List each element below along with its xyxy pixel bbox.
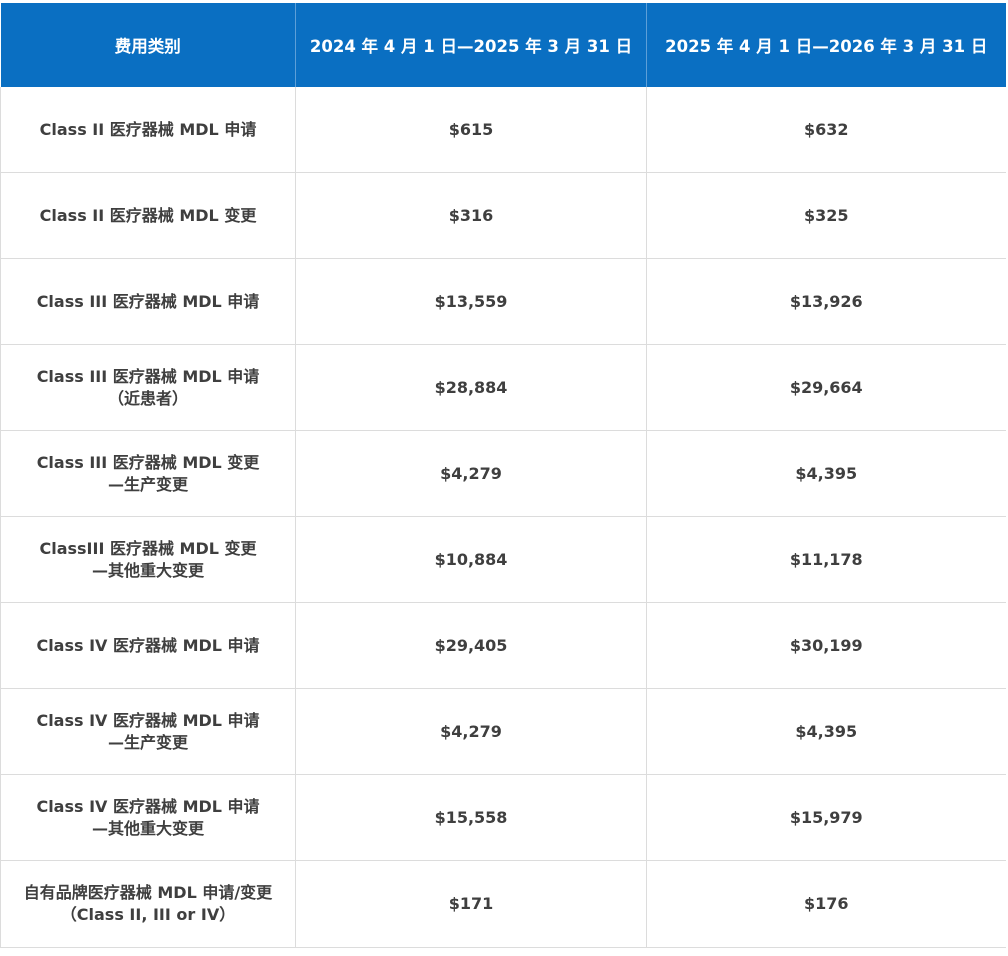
fee-2025-2026-cell: $11,178 <box>646 516 1006 603</box>
fee-category-line: Class II 医疗器械 MDL 变更 <box>39 205 257 225</box>
fee-2024-2025-cell: $15,558 <box>295 774 647 861</box>
table-row: Class III 医疗器械 MDL 变更 —生产变更 $4,279 $4,395 <box>0 430 1006 517</box>
table-row: Class II 医疗器械 MDL 申请 $615 $632 <box>0 87 1006 173</box>
fee-category-cell: Class IV 医疗器械 MDL 申请 <box>0 602 296 689</box>
fee-table: 费用类别 2024 年 4 月 1 日—2025 年 3 月 31 日 2025… <box>0 3 1006 948</box>
fee-category-line: Class II 医疗器械 MDL 申请 <box>39 119 257 139</box>
fee-category-line: Class IV 医疗器械 MDL 申请 <box>36 635 260 655</box>
table-row: ClassIII 医疗器械 MDL 变更 —其他重大变更 $10,884 $11,17… <box>0 516 1006 603</box>
fee-category-cell: Class III 医疗器械 MDL 申请 <box>0 258 296 345</box>
fee-2025-2026-cell: $30,199 <box>646 602 1006 689</box>
fee-category-cell: Class IV 医疗器械 MDL 申请 —其他重大变更 <box>0 774 296 861</box>
fee-category-cell: ClassIII 医疗器械 MDL 变更 —其他重大变更 <box>0 516 296 603</box>
fee-2025-2026-cell: $176 <box>646 860 1006 948</box>
table-row: 自有品牌医疗器械 MDL 申请/变更 （Class II, III or IV） $… <box>0 860 1006 948</box>
fee-category-line: （Class II, III or IV） <box>60 905 236 924</box>
header-period-2025-2026: 2025 年 4 月 1 日—2026 年 3 月 31 日 <box>646 3 1006 87</box>
fee-2024-2025-cell: $28,884 <box>295 344 647 431</box>
fee-2025-2026-cell: $632 <box>646 87 1006 173</box>
fee-2025-2026-cell: $13,926 <box>646 258 1006 345</box>
fee-2025-2026-cell: $325 <box>646 172 1006 259</box>
fee-category-line: Class IV 医疗器械 MDL 申请 <box>36 710 260 730</box>
fee-category-line: （近患者） <box>107 388 188 408</box>
fee-category-line: 自有品牌医疗器械 MDL 申请/变更 <box>23 883 273 902</box>
table-row: Class II 医疗器械 MDL 变更 $316 $325 <box>0 172 1006 259</box>
table-row: Class III 医疗器械 MDL 申请 $13,559 $13,926 <box>0 258 1006 345</box>
fee-2025-2026-cell: $4,395 <box>646 688 1006 775</box>
table-row: Class IV 医疗器械 MDL 申请 —其他重大变更 $15,558 $15,97… <box>0 774 1006 861</box>
fee-2024-2025-cell: $13,559 <box>295 258 647 345</box>
fee-category-line: Class III 医疗器械 MDL 申请 <box>36 366 260 386</box>
fee-category-line: Class IV 医疗器械 MDL 申请 <box>36 796 260 816</box>
fee-2024-2025-cell: $29,405 <box>295 602 647 689</box>
fee-category-line: ClassIII 医疗器械 MDL 变更 <box>39 538 257 558</box>
table-body: Class II 医疗器械 MDL 申请 $615 $632 Class II 医疗器… <box>0 87 1006 948</box>
fee-category-line: Class III 医疗器械 MDL 变更 <box>36 452 260 472</box>
fee-category-cell: Class III 医疗器械 MDL 变更 —生产变更 <box>0 430 296 517</box>
fee-category-line: —其他重大变更 <box>91 560 204 580</box>
fee-2024-2025-cell: $10,884 <box>295 516 647 603</box>
fee-2024-2025-cell: $316 <box>295 172 647 259</box>
fee-category-cell: Class II 医疗器械 MDL 申请 <box>0 87 296 173</box>
header-fee-category: 费用类别 <box>0 3 296 87</box>
fee-2025-2026-cell: $15,979 <box>646 774 1006 861</box>
fee-category-line: Class III 医疗器械 MDL 申请 <box>36 291 260 311</box>
fee-2024-2025-cell: $4,279 <box>295 688 647 775</box>
fee-2024-2025-cell: $4,279 <box>295 430 647 517</box>
fee-2024-2025-cell: $615 <box>295 87 647 173</box>
fee-2025-2026-cell: $29,664 <box>646 344 1006 431</box>
fee-2024-2025-cell: $171 <box>295 860 647 948</box>
header-row: 费用类别 2024 年 4 月 1 日—2025 年 3 月 31 日 2025… <box>0 3 1006 87</box>
fee-2025-2026-cell: $4,395 <box>646 430 1006 517</box>
table-row: Class IV 医疗器械 MDL 申请 —生产变更 $4,279 $4,395 <box>0 688 1006 775</box>
fee-category-line: —其他重大变更 <box>91 818 204 838</box>
header-period-2024-2025: 2024 年 4 月 1 日—2025 年 3 月 31 日 <box>295 3 647 87</box>
fee-category-cell: Class II 医疗器械 MDL 变更 <box>0 172 296 259</box>
fee-category-cell: Class III 医疗器械 MDL 申请 （近患者） <box>0 344 296 431</box>
table-row: Class III 医疗器械 MDL 申请 （近患者） $28,884 $29,664 <box>0 344 1006 431</box>
table-row: Class IV 医疗器械 MDL 申请 $29,405 $30,199 <box>0 602 1006 689</box>
fee-category-cell: Class IV 医疗器械 MDL 申请 —生产变更 <box>0 688 296 775</box>
fee-category-line: —生产变更 <box>107 732 188 752</box>
fee-category-cell: 自有品牌医疗器械 MDL 申请/变更 （Class II, III or IV） <box>0 860 296 948</box>
fee-category-line: —生产变更 <box>107 474 188 494</box>
table-header: 费用类别 2024 年 4 月 1 日—2025 年 3 月 31 日 2025… <box>0 3 1006 87</box>
